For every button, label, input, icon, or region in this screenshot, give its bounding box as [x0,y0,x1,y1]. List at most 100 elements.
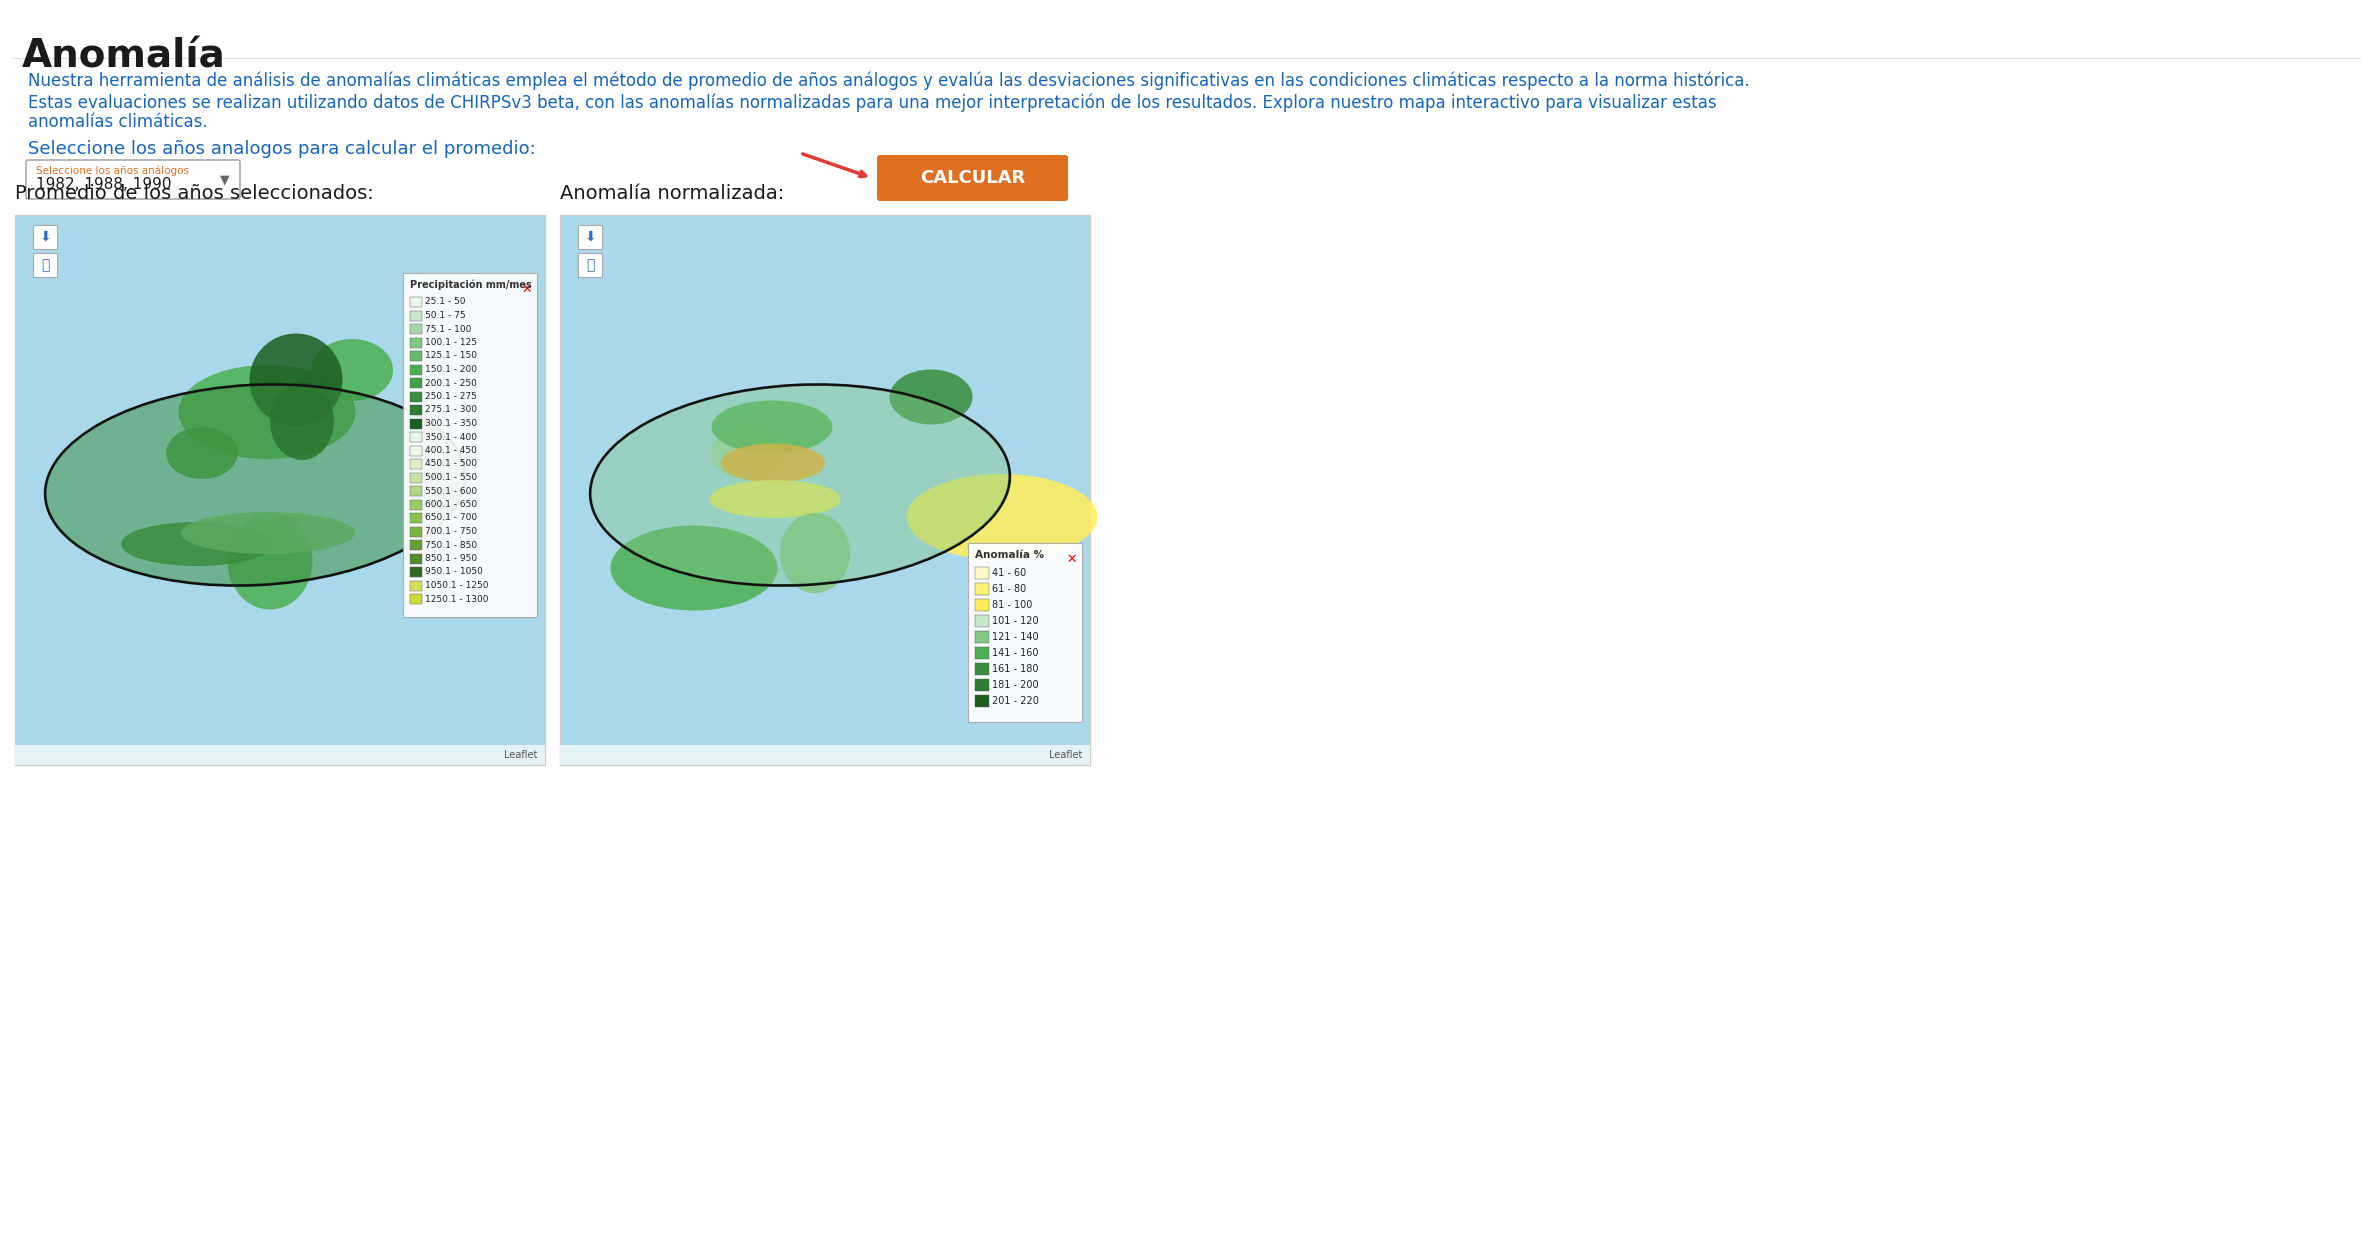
Bar [410,486,422,496]
Bar [410,432,422,441]
Bar [410,513,422,523]
Bar [33,253,57,277]
Bar [410,581,422,591]
Text: 1050.1 - 1250: 1050.1 - 1250 [425,581,489,591]
Bar [410,540,422,550]
Ellipse shape [591,386,1008,584]
Text: 150.1 - 200: 150.1 - 200 [425,365,477,374]
Bar [975,695,989,707]
Text: Anomalía: Anomalía [21,38,225,76]
Bar [410,499,422,509]
Text: 61 - 80: 61 - 80 [991,584,1027,594]
Text: 41 - 60: 41 - 60 [991,568,1027,578]
Text: Leaflet: Leaflet [1048,750,1082,760]
Bar [975,647,989,658]
Text: 🖼: 🖼 [586,258,595,272]
Text: 700.1 - 750: 700.1 - 750 [425,526,477,536]
Text: 450.1 - 500: 450.1 - 500 [425,460,477,469]
FancyBboxPatch shape [26,160,240,199]
Text: ▼: ▼ [221,174,230,186]
Bar [975,599,989,612]
Text: anomalías climáticas.: anomalías climáticas. [28,113,209,131]
Text: 400.1 - 450: 400.1 - 450 [425,446,477,455]
Bar [975,663,989,674]
Text: 121 - 140: 121 - 140 [991,633,1039,642]
Text: ✕: ✕ [522,284,531,296]
Text: ⬇: ⬇ [40,231,50,244]
Text: 275.1 - 300: 275.1 - 300 [425,406,477,414]
Text: 250.1 - 275: 250.1 - 275 [425,392,477,401]
Bar [410,392,422,402]
Text: 200.1 - 250: 200.1 - 250 [425,379,477,387]
Text: ✕: ✕ [1065,552,1077,566]
Text: ⬇: ⬇ [584,231,595,244]
Text: Anomalía %: Anomalía % [975,550,1044,560]
Bar [410,324,422,334]
Bar [14,745,546,764]
Bar [410,554,422,563]
Bar [579,253,602,277]
Bar [975,615,989,628]
Bar [410,472,422,482]
FancyBboxPatch shape [878,155,1067,201]
Text: 201 - 220: 201 - 220 [991,695,1039,707]
FancyBboxPatch shape [968,543,1082,723]
Text: Seleccione los años análogos: Seleccione los años análogos [36,166,190,176]
Text: 300.1 - 350: 300.1 - 350 [425,419,477,428]
Text: 141 - 160: 141 - 160 [991,649,1039,658]
Bar [410,311,422,321]
Bar [410,567,422,577]
Text: 750.1 - 850: 750.1 - 850 [425,540,477,550]
Ellipse shape [721,444,825,482]
Text: 125.1 - 150: 125.1 - 150 [425,351,477,360]
Bar [410,297,422,307]
Ellipse shape [270,382,334,460]
Ellipse shape [178,365,356,459]
Bar [410,338,422,348]
Bar [410,445,422,455]
Text: 550.1 - 600: 550.1 - 600 [425,487,477,496]
Text: Estas evaluaciones se realizan utilizando datos de CHIRPSv3 beta, con las anomal: Estas evaluaciones se realizan utilizand… [28,92,1717,111]
Text: 50.1 - 75: 50.1 - 75 [425,311,465,321]
Text: 850.1 - 950: 850.1 - 950 [425,554,477,563]
Text: 500.1 - 550: 500.1 - 550 [425,473,477,482]
Bar [410,365,422,375]
Text: Seleccione los años analogos para calcular el promedio:: Seleccione los años analogos para calcul… [28,141,536,158]
Text: Promedio de los años seleccionados:: Promedio de los años seleccionados: [14,184,375,203]
Bar [410,594,422,604]
Text: Nuestra herramienta de análisis de anomalías climáticas emplea el método de prom: Nuestra herramienta de análisis de anoma… [28,72,1751,90]
Text: 181 - 200: 181 - 200 [991,681,1039,690]
Ellipse shape [712,401,833,454]
Bar [975,583,989,596]
Text: 350.1 - 400: 350.1 - 400 [425,433,477,441]
Text: Precipitación mm/mes: Precipitación mm/mes [410,280,531,291]
FancyBboxPatch shape [403,272,536,616]
Ellipse shape [712,427,783,478]
Ellipse shape [906,473,1098,560]
Ellipse shape [45,386,465,584]
Text: 650.1 - 700: 650.1 - 700 [425,513,477,523]
Bar [410,379,422,388]
Text: 600.1 - 650: 600.1 - 650 [425,501,477,509]
Bar [975,679,989,690]
Text: 25.1 - 50: 25.1 - 50 [425,297,465,307]
Text: 75.1 - 100: 75.1 - 100 [425,324,472,333]
Text: 1982, 1988, 1990: 1982, 1988, 1990 [36,178,171,192]
Text: 81 - 100: 81 - 100 [991,600,1032,610]
Bar [410,418,422,429]
Ellipse shape [610,525,778,610]
Ellipse shape [311,339,394,401]
Text: 1250.1 - 1300: 1250.1 - 1300 [425,594,489,603]
Bar [410,351,422,361]
Bar [410,404,422,416]
Text: 100.1 - 125: 100.1 - 125 [425,338,477,346]
Ellipse shape [709,480,840,518]
Ellipse shape [166,427,237,478]
Text: Leaflet: Leaflet [503,750,536,760]
Text: 🖼: 🖼 [40,258,50,272]
Bar [33,224,57,249]
FancyBboxPatch shape [14,215,546,764]
Bar [560,745,1091,764]
Ellipse shape [780,513,849,593]
Text: Anomalía normalizada:: Anomalía normalizada: [560,184,785,203]
